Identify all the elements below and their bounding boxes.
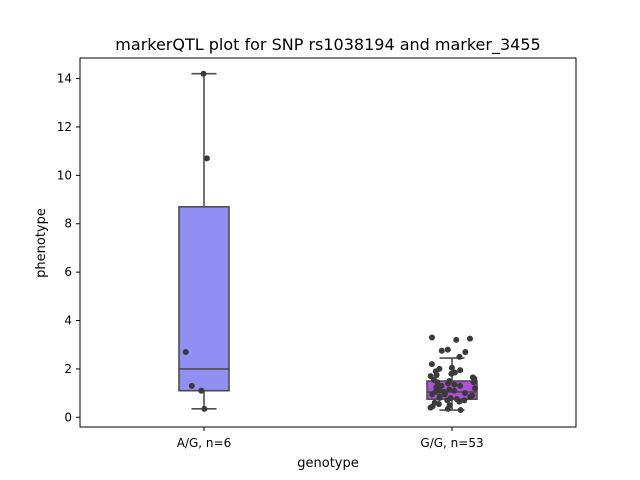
data-point-1-43 bbox=[444, 397, 451, 404]
y-tick-label-5: 10 bbox=[57, 168, 72, 182]
data-point-0-3 bbox=[188, 382, 195, 389]
plot-area: 0 2 4 6 8 10 12 14 A/G, n=6 G/G, n=53 bbox=[57, 70, 484, 450]
y-tick-label-3: 6 bbox=[64, 265, 72, 279]
y-tick-label-2: 4 bbox=[64, 314, 72, 328]
data-point-1-41 bbox=[436, 394, 443, 401]
data-point-1-39 bbox=[467, 393, 474, 400]
data-point-1-2 bbox=[453, 336, 460, 343]
data-point-1-20 bbox=[470, 379, 477, 386]
data-point-1-4 bbox=[438, 347, 445, 354]
data-point-1-0 bbox=[428, 334, 435, 341]
data-point-1-44 bbox=[461, 397, 468, 404]
data-point-1-36 bbox=[429, 391, 436, 398]
plot-frame bbox=[79, 57, 577, 428]
data-point-1-24 bbox=[457, 382, 464, 389]
data-point-1-13 bbox=[448, 370, 455, 377]
data-point-1-52 bbox=[457, 407, 464, 414]
data-point-1-21 bbox=[434, 379, 441, 386]
data-point-1-45 bbox=[456, 398, 463, 405]
data-point-1-27 bbox=[472, 385, 479, 392]
data-point-1-7 bbox=[428, 361, 435, 368]
data-point-0-1 bbox=[203, 155, 210, 162]
data-point-1-8 bbox=[448, 364, 455, 371]
data-point-0-5 bbox=[201, 405, 208, 412]
data-point-0-0 bbox=[200, 70, 207, 77]
data-point-1-30 bbox=[451, 387, 458, 394]
data-point-1-33 bbox=[461, 390, 468, 397]
x-tick-label-1: G/G, n=53 bbox=[420, 436, 483, 450]
data-point-1-5 bbox=[462, 348, 469, 355]
y-axis-label: phenotype bbox=[34, 208, 49, 278]
x-axis-label: genotype bbox=[297, 456, 358, 471]
data-point-1-3 bbox=[444, 346, 451, 353]
box-0 bbox=[178, 206, 230, 392]
data-point-1-1 bbox=[466, 335, 473, 342]
data-point-0-2 bbox=[182, 348, 189, 355]
chart-title: markerQTL plot for SNP rs1038194 and mar… bbox=[115, 35, 540, 55]
y-tick-label-7: 14 bbox=[57, 72, 72, 86]
data-point-1-50 bbox=[427, 404, 434, 411]
y-tick-label-6: 12 bbox=[57, 120, 72, 134]
data-point-1-28 bbox=[446, 386, 453, 393]
y-tick-label-0: 0 bbox=[64, 410, 72, 424]
data-point-1-47 bbox=[435, 401, 442, 408]
data-point-1-6 bbox=[456, 353, 463, 360]
data-point-1-25 bbox=[438, 382, 445, 389]
y-tick-label-4: 8 bbox=[64, 217, 72, 231]
data-point-1-22 bbox=[445, 380, 452, 387]
data-point-0-4 bbox=[198, 387, 205, 394]
data-point-1-10 bbox=[457, 367, 464, 374]
data-point-1-35 bbox=[441, 391, 448, 398]
data-point-1-51 bbox=[444, 405, 451, 412]
y-tick-label-1: 2 bbox=[64, 362, 72, 376]
data-point-1-23 bbox=[451, 381, 458, 388]
data-point-1-14 bbox=[433, 371, 440, 378]
x-tick-label-0: A/G, n=6 bbox=[177, 436, 231, 450]
